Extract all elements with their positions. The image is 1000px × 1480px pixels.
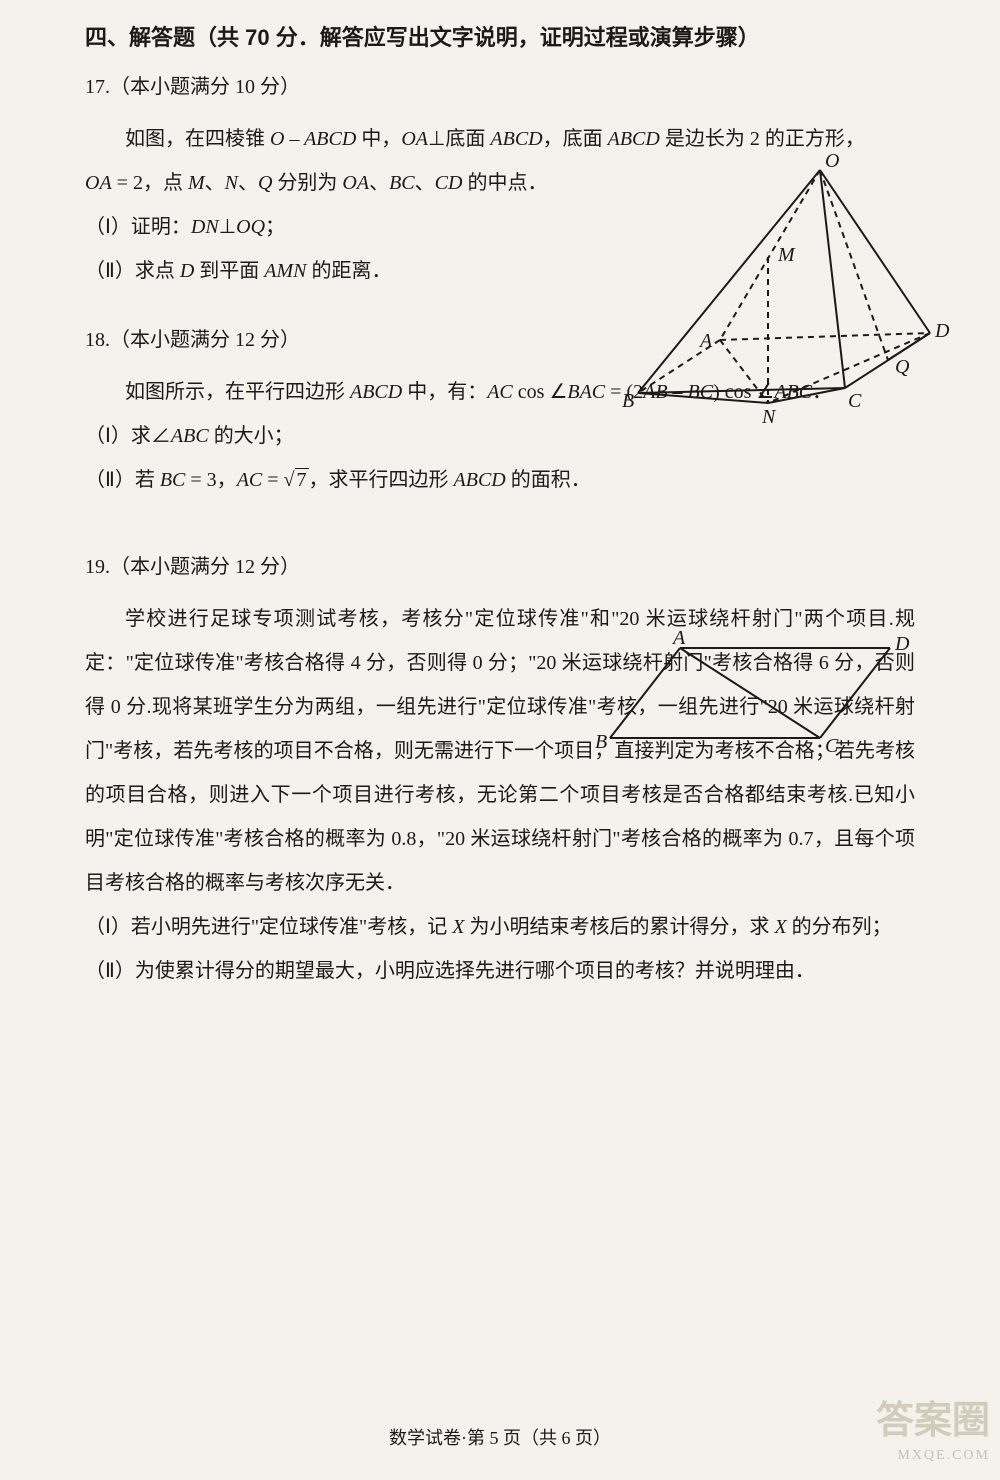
var: N: [225, 172, 238, 194]
var: Q: [258, 172, 272, 194]
text: （Ⅱ）求点: [85, 260, 180, 282]
text: 的面积．: [506, 469, 591, 491]
text: 中，: [356, 128, 401, 150]
var: X: [452, 916, 464, 938]
text: （Ⅰ）求∠: [85, 425, 171, 447]
text: 分别为: [272, 172, 342, 194]
var: ABCD: [350, 381, 402, 403]
var: AC: [237, 469, 263, 491]
text: ⊥: [219, 216, 236, 238]
text: 、: [238, 172, 258, 194]
p17-sub2: （Ⅱ）求点 D 到平面 AMN 的距离．: [85, 249, 605, 293]
var: ABC: [171, 425, 209, 447]
text: cos ∠: [513, 381, 568, 403]
figure-parallelogram: A D B C: [595, 630, 915, 760]
text: （Ⅰ）证明：: [85, 216, 191, 238]
text: 是边长为 2 的正方形，: [660, 128, 865, 150]
text: （Ⅰ）若小明先进行"定位球传准"考核，记: [85, 916, 452, 938]
text: = 3，: [185, 469, 236, 491]
var: AC: [487, 381, 513, 403]
label-D: D: [934, 320, 950, 342]
var: D: [180, 260, 194, 282]
var: DN: [191, 216, 219, 238]
text: 为小明结束考核后的累计得分，求: [464, 916, 774, 938]
text: ；: [265, 216, 285, 238]
text: 如图，在四棱锥: [125, 128, 270, 150]
p17-sub1: （Ⅰ）证明：DN⊥OQ；: [85, 205, 605, 249]
label-M: M: [777, 244, 796, 266]
var: CD: [435, 172, 463, 194]
var: OA: [85, 172, 112, 194]
p18-sub2: （Ⅱ）若 BC = 3，AC = √7，求平行四边形 ABCD 的面积．: [85, 458, 915, 502]
p18-sub1: （Ⅰ）求∠ABC 的大小；: [85, 414, 915, 458]
label-N: N: [761, 406, 777, 428]
sqrt-arg: 7: [295, 468, 309, 491]
var: BAC: [567, 381, 605, 403]
section-title: 四、解答题（共 70 分．解答应写出文字说明，证明过程或演算步骤）: [85, 20, 915, 52]
var: O – ABCD: [270, 128, 356, 150]
figure-pyramid: O M A B N C D Q: [620, 155, 940, 415]
var: ABCD: [454, 469, 506, 491]
label-A: A: [671, 627, 686, 649]
var: M: [188, 172, 205, 194]
problem-19: 19.（本小题满分 12 分） 学校进行足球专项测试考核，考核分"定位球传准"和…: [85, 550, 915, 993]
var: ABCD: [490, 128, 542, 150]
text: ，求平行四边形: [309, 469, 454, 491]
label-B: B: [595, 731, 607, 753]
text: 的中点．: [462, 172, 547, 194]
text: 、: [369, 172, 389, 194]
var: OA: [342, 172, 369, 194]
var: BC: [389, 172, 415, 194]
label-Q: Q: [895, 356, 910, 378]
page-footer: 数学试卷·第 5 页（共 6 页）: [0, 1424, 1000, 1450]
var: AMN: [264, 260, 306, 282]
text: ⊥底面: [428, 128, 490, 150]
text: 中，有：: [402, 381, 487, 403]
var: OQ: [236, 216, 265, 238]
text: 的距离．: [307, 260, 392, 282]
text: = 2，点: [112, 172, 188, 194]
label-C: C: [825, 735, 839, 757]
text: 的大小；: [209, 425, 294, 447]
text: =: [262, 469, 283, 491]
text: 、: [205, 172, 225, 194]
text: 、: [415, 172, 435, 194]
var: ABCD: [608, 128, 660, 150]
p19-sub2: （Ⅱ）为使累计得分的期望最大，小明应选择先进行哪个项目的考核？并说明理由．: [85, 949, 915, 993]
p19-header: 19.（本小题满分 12 分）: [85, 550, 915, 579]
watermark: 答案圈 MXQE.COM: [876, 1397, 990, 1465]
var: OA: [401, 128, 428, 150]
watermark-main: 答案圈: [876, 1397, 990, 1446]
p17-header: 17.（本小题满分 10 分）: [85, 70, 915, 99]
text: 到平面: [194, 260, 264, 282]
label-B: B: [622, 390, 634, 412]
text: 的分布列；: [787, 916, 892, 938]
text: 如图所示，在平行四边形: [125, 381, 350, 403]
label-C: C: [848, 390, 862, 412]
var: X: [774, 916, 786, 938]
sqrt-icon: √7: [284, 458, 309, 502]
var: BC: [160, 469, 186, 491]
label-D: D: [894, 633, 910, 655]
label-A: A: [698, 330, 713, 352]
label-O: O: [825, 150, 839, 172]
p19-sub1: （Ⅰ）若小明先进行"定位球传准"考核，记 X 为小明结束考核后的累计得分，求 X…: [85, 905, 915, 949]
text: （Ⅱ）若: [85, 469, 160, 491]
watermark-sub: MXQE.COM: [876, 1447, 990, 1465]
text: ，底面: [543, 128, 608, 150]
